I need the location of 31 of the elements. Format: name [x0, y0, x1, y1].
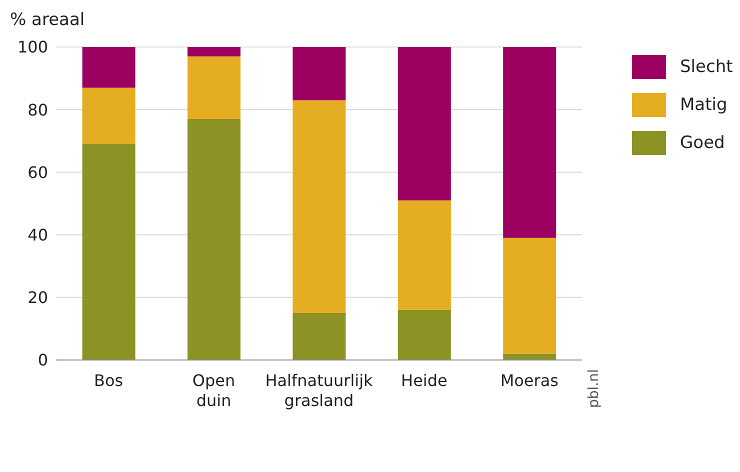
bar	[82, 144, 136, 360]
x-tick-label: Moeras	[500, 371, 558, 390]
legend-label: Slecht	[680, 57, 733, 77]
text: pbl.nl	[586, 369, 602, 408]
x-tick-label: Heide	[401, 371, 448, 390]
x-tick-label: Halfnatuurlijk grasland	[265, 371, 374, 410]
x-tick-label: Open duin	[192, 371, 236, 410]
legend-label: Goed	[680, 133, 725, 153]
y-tick-label: 60	[28, 162, 48, 182]
x-tick-label: Bos	[94, 371, 124, 390]
bar	[398, 200, 451, 310]
bar	[292, 47, 346, 100]
bar	[292, 313, 346, 360]
bar	[503, 238, 556, 354]
bar	[82, 88, 136, 144]
y-tick-label: 20	[28, 288, 48, 308]
bar	[188, 118, 240, 360]
bar	[82, 47, 136, 88]
bar	[292, 100, 346, 314]
y-axis-title: % areaal	[10, 10, 85, 30]
y-tick-label: 100	[17, 38, 48, 57]
bar	[398, 310, 451, 360]
legend-label: Matig	[680, 95, 728, 115]
bar	[188, 47, 240, 56]
y-tick-label: 0	[38, 350, 48, 370]
bar	[503, 47, 556, 238]
bar	[398, 47, 451, 200]
bar	[503, 354, 556, 360]
bar	[188, 56, 240, 119]
y-tick-label: 80	[28, 100, 48, 120]
y-tick-label: 40	[28, 225, 48, 244]
